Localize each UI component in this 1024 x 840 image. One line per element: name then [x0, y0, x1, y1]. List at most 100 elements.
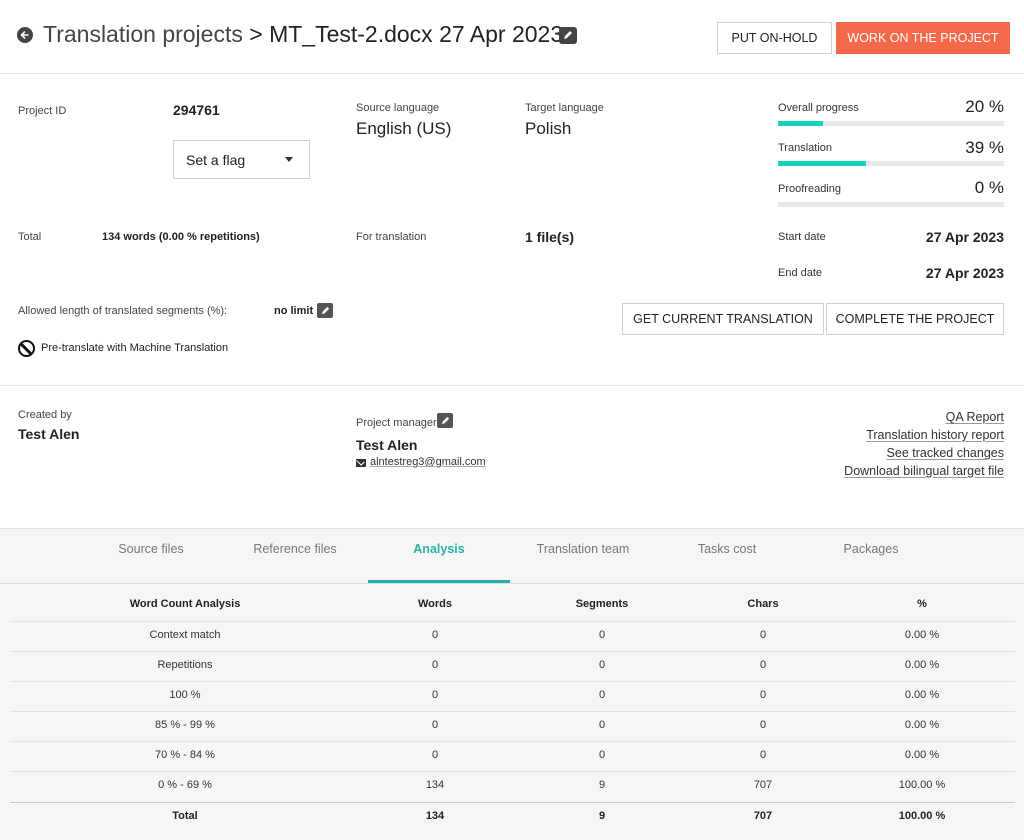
edit-allowed-length-pencil-icon[interactable] — [317, 303, 333, 318]
flag-select[interactable]: Set a flag — [173, 140, 310, 179]
overall-progress-fill — [778, 121, 824, 126]
created-by-label: Created by — [18, 409, 72, 421]
tab-analysis[interactable]: Analysis — [413, 542, 465, 556]
table-cell: 0 — [431, 749, 439, 761]
total-label: Total — [18, 231, 42, 243]
table-cell: 0.00 % — [904, 659, 940, 671]
mail-icon — [356, 459, 366, 467]
total-row-cell: 707 — [753, 810, 773, 822]
overall-progress-value: 20 % — [965, 97, 1004, 116]
table-cell: 0 — [598, 629, 606, 641]
table-cell: 0 — [431, 719, 439, 731]
row-divider — [10, 771, 1015, 772]
put-on-hold-button[interactable]: PUT ON-HOLD — [717, 22, 832, 54]
tab-bar-line — [0, 583, 1024, 584]
overall-progress-bar — [778, 121, 1004, 126]
translation-progress-bar — [778, 161, 1004, 166]
table-row-label: 100 % — [169, 689, 201, 701]
row-divider — [10, 681, 1015, 682]
complete-project-button[interactable]: COMPLETE THE PROJECT — [826, 303, 1004, 335]
target-language-label: Target language — [525, 102, 604, 114]
target-language-value: Polish — [525, 119, 572, 138]
row-divider — [10, 651, 1015, 652]
table-cell: 0 — [431, 629, 439, 641]
project-manager-email[interactable]: alntestreg3@gmail.com — [370, 456, 486, 468]
tab-tasks-cost[interactable]: Tasks cost — [697, 542, 757, 556]
section-divider — [0, 385, 1024, 386]
project-manager-label: Project manager — [356, 417, 437, 429]
table-row-label: 70 % - 84 % — [155, 749, 215, 761]
page-title: Translation projects > MT_Test-2.docx 27… — [43, 21, 563, 48]
total-row-cell: 134 — [425, 810, 445, 822]
table-cell: 0 — [598, 689, 606, 701]
table-cell: 0.00 % — [904, 719, 940, 731]
total-value: 134 words (0.00 % repetitions) — [102, 231, 260, 243]
allowed-length-value: no limit — [274, 305, 314, 317]
row-divider — [10, 741, 1015, 742]
total-row-cell: 100.00 % — [898, 810, 946, 822]
total-row-label: Total — [172, 810, 198, 822]
end-date-label: End date — [778, 267, 823, 279]
flag-select-value: Set a flag — [186, 151, 246, 168]
page-header: Translation projects > MT_Test-2.docx 27… — [0, 0, 1024, 74]
table-cell: 0 — [759, 719, 767, 731]
proofreading-progress-value: 0 % — [974, 178, 1004, 197]
column-header: Word Count Analysis — [129, 598, 241, 610]
tab-source-files[interactable]: Source files — [118, 542, 184, 556]
table-row-label: Repetitions — [157, 659, 213, 671]
for-translation-label: For translation — [356, 231, 427, 243]
table-cell: 0 — [431, 689, 439, 701]
tab-reference-files[interactable]: Reference files — [253, 542, 337, 556]
get-current-translation-button[interactable]: GET CURRENT TRANSLATION — [622, 303, 824, 335]
see-tracked-changes-link[interactable]: See tracked changes — [886, 446, 1004, 460]
column-header: Segments — [575, 598, 629, 610]
edit-project-manager-pencil-icon[interactable] — [437, 413, 453, 428]
overall-progress-label: Overall progress — [778, 102, 859, 114]
table-cell: 0 — [598, 659, 606, 671]
disabled-prohibited-icon — [18, 340, 35, 357]
column-header: % — [917, 598, 927, 610]
table-cell: 9 — [598, 779, 606, 791]
caret-down-icon — [285, 157, 293, 162]
translation-progress-value: 39 % — [965, 138, 1004, 157]
source-language-value: English (US) — [356, 119, 452, 138]
start-date-value: 27 Apr 2023 — [925, 229, 1004, 245]
table-cell: 0.00 % — [904, 689, 940, 701]
table-cell: 0 — [759, 659, 767, 671]
download-bilingual-target-file-link[interactable]: Download bilingual target file — [844, 464, 1004, 478]
back-arrow-icon[interactable] — [17, 27, 33, 43]
created-by-value: Test Alen — [18, 426, 80, 442]
table-cell: 707 — [753, 779, 773, 791]
total-row-cell: 9 — [598, 810, 606, 822]
table-row-label: 85 % - 99 % — [155, 719, 215, 731]
project-manager-name: Test Alen — [356, 437, 418, 453]
table-cell: 0 — [598, 719, 606, 731]
project-name: MT_Test-2.docx 27 Apr 2023 — [269, 21, 564, 47]
row-divider — [10, 711, 1015, 712]
start-date-label: Start date — [778, 231, 826, 243]
breadcrumb-translation-projects[interactable]: Translation projects — [43, 21, 243, 47]
tab-packages[interactable]: Packages — [843, 542, 899, 556]
source-language-label: Source language — [356, 102, 440, 114]
edit-name-pencil-icon[interactable] — [559, 27, 577, 44]
table-cell: 0.00 % — [904, 629, 940, 641]
project-id-value: 294761 — [173, 102, 220, 118]
end-date-value: 27 Apr 2023 — [925, 265, 1004, 281]
translation-history-report-link[interactable]: Translation history report — [866, 428, 1004, 442]
tab-translation-team[interactable]: Translation team — [536, 542, 630, 556]
translation-progress-label: Translation — [778, 142, 833, 154]
proofreading-progress-label: Proofreading — [778, 183, 841, 195]
allowed-length-label: Allowed length of translated segments (%… — [18, 305, 228, 317]
project-id-label: Project ID — [18, 105, 67, 117]
tabs-panel: Source files Reference files Analysis Tr… — [0, 528, 1024, 840]
active-tab-indicator — [368, 580, 510, 583]
row-divider — [10, 621, 1015, 622]
breadcrumb-separator: > — [249, 21, 263, 47]
table-cell: 0 — [759, 749, 767, 761]
work-on-project-button[interactable]: WORK ON THE PROJECT — [836, 22, 1010, 54]
total-row-divider — [10, 802, 1015, 803]
qa-report-link[interactable]: QA Report — [945, 410, 1004, 424]
table-cell: 0.00 % — [904, 749, 940, 761]
table-cell: 0 — [759, 629, 767, 641]
for-translation-value: 1 file(s) — [525, 229, 575, 245]
